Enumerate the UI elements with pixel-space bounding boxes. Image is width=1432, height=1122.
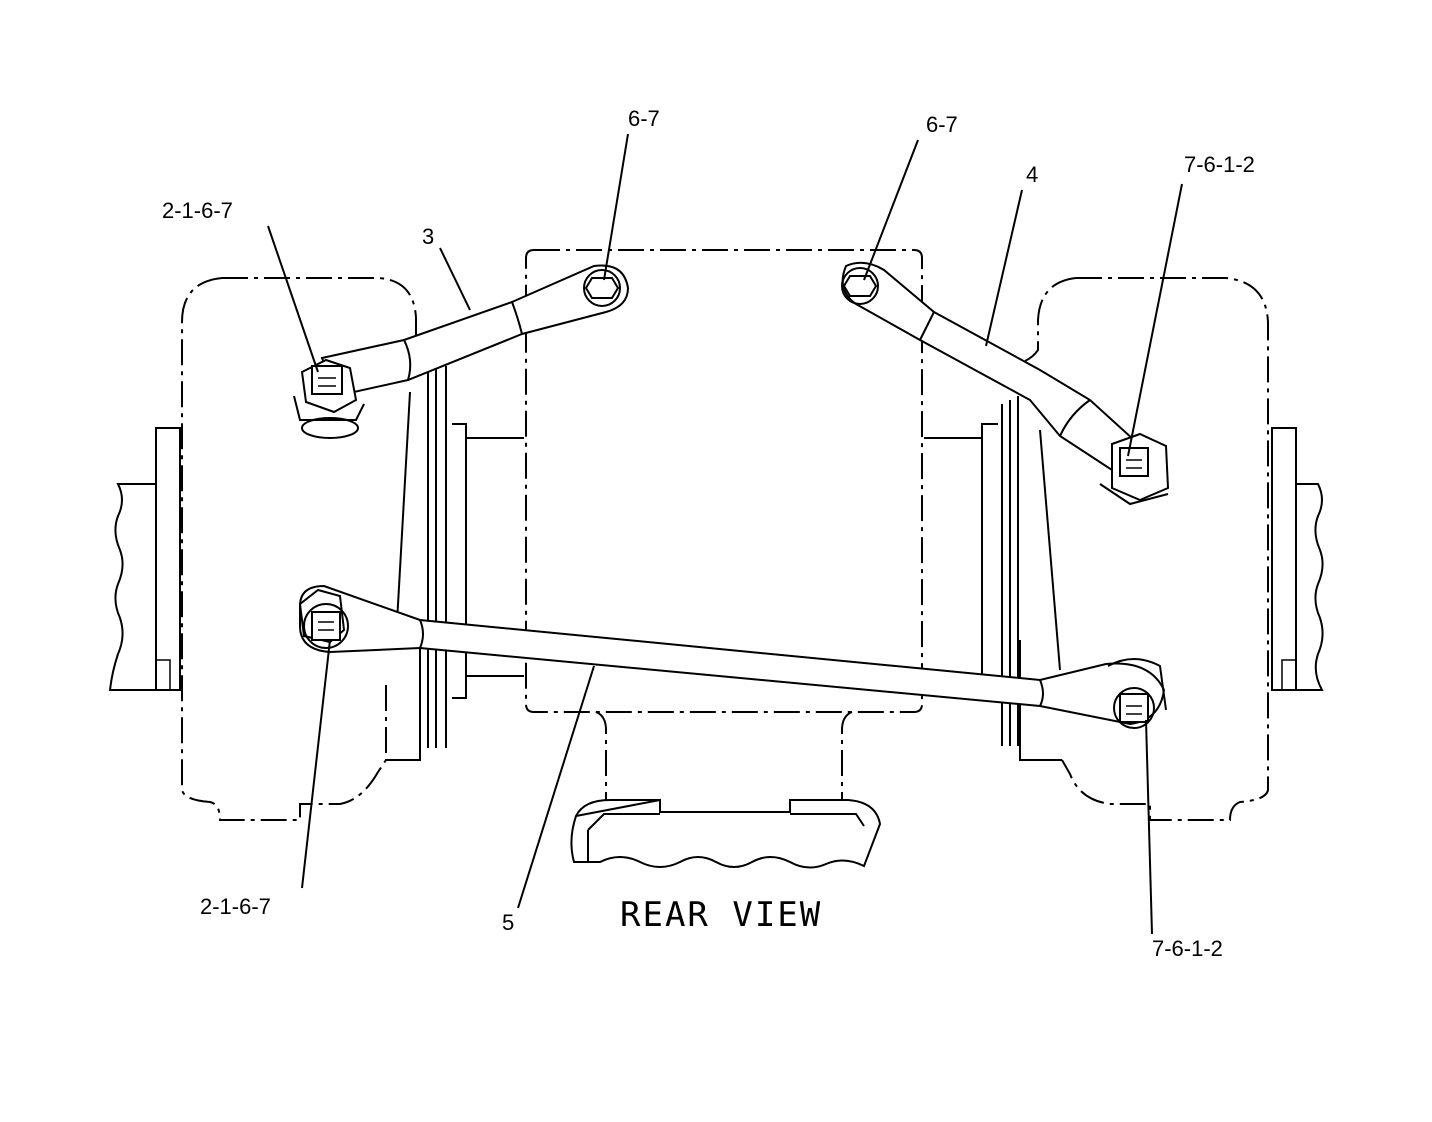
left-tire-tread: [108, 427, 181, 691]
right-wheel-outline: [1009, 277, 1269, 821]
upper-left-bolt: [293, 358, 365, 439]
left-wheel-outline: [181, 277, 421, 821]
lower-right-bolt: [1107, 658, 1167, 729]
right-tire-tread: [1271, 427, 1324, 691]
upper-right-bolt: [1099, 432, 1170, 506]
callout-bolt-left-lower: 2-1-6-7: [200, 894, 271, 919]
center-bottom-bracket: [570, 798, 882, 869]
callout-bolt-top-right: 6-7: [926, 112, 958, 137]
center-housing-outline: [525, 249, 923, 800]
lower-link: [298, 584, 1166, 726]
callout-bolt-right-lower: 7-6-1-2: [1152, 936, 1223, 961]
callout-bolt-left-upper: 2-1-6-7: [162, 198, 233, 223]
view-title: REAR VIEW: [620, 895, 822, 935]
callout-link-upper-left: 3: [422, 224, 434, 249]
callout-link-upper-right: 4: [1026, 162, 1038, 187]
upper-left-link: [320, 264, 630, 398]
upper-right-link: [841, 261, 1136, 472]
left-frame-rails: [395, 366, 524, 748]
lower-left-bolt: [303, 603, 349, 649]
callout-bolt-right-upper: 7-6-1-2: [1184, 152, 1255, 177]
callout-link-lower: 5: [502, 910, 514, 935]
leader-lines: [267, 133, 1183, 935]
callout-bolt-top-center: 6-7: [628, 106, 660, 131]
